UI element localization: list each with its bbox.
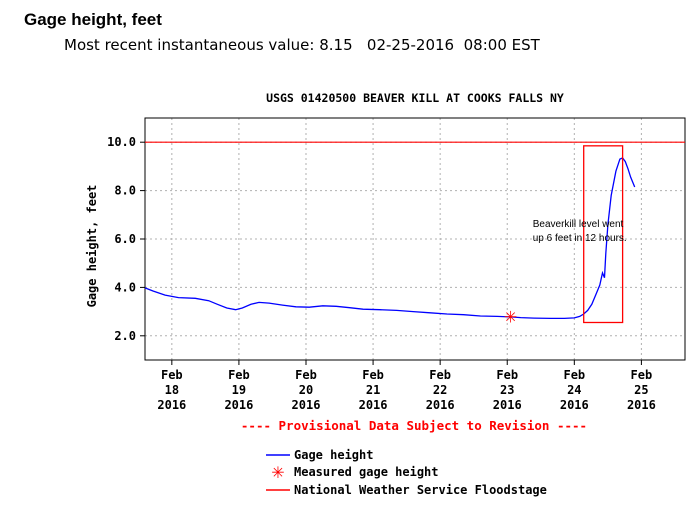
highlight-box (583, 145, 624, 324)
x-tick-label: 18 (165, 383, 179, 397)
x-tick-label: 2016 (560, 398, 589, 412)
y-tick-label: 8.0 (114, 184, 136, 198)
x-tick-label: 2016 (426, 398, 455, 412)
x-tick-label: Feb (362, 368, 384, 382)
x-tick-label: 24 (567, 383, 581, 397)
chart-title: USGS 01420500 BEAVER KILL AT COOKS FALLS… (266, 91, 564, 105)
y-tick-label: 10.0 (107, 135, 136, 149)
recent-value-text: Most recent instantaneous value: 8.15 02… (64, 36, 540, 54)
x-tick-label: 20 (299, 383, 313, 397)
x-tick-label: Feb (429, 368, 451, 382)
y-tick-label: 2.0 (114, 329, 136, 343)
x-tick-label: Feb (563, 368, 585, 382)
x-tick-label: 2016 (224, 398, 253, 412)
x-tick-label: Feb (161, 368, 183, 382)
x-tick-label: 19 (232, 383, 246, 397)
x-tick-label: 2016 (292, 398, 321, 412)
x-tick-label: Feb (631, 368, 653, 382)
x-tick-label: 2016 (493, 398, 522, 412)
y-tick-label: 4.0 (114, 280, 136, 294)
x-tick-label: Feb (228, 368, 250, 382)
x-tick-label: 2016 (157, 398, 186, 412)
x-tick-label: 2016 (359, 398, 388, 412)
x-tick-label: 2016 (627, 398, 656, 412)
legend-label-measured: Measured gage height (294, 465, 439, 479)
x-tick-label: Feb (295, 368, 317, 382)
annotation-text: up 6 feet in 12 hours. (533, 233, 627, 244)
provisional-notice: ---- Provisional Data Subject to Revisio… (241, 418, 587, 433)
x-tick-label: 23 (500, 383, 514, 397)
x-tick-label: 22 (433, 383, 447, 397)
measured-gage-height-marker: ✳ (504, 307, 517, 326)
y-axis-label: Gage height, feet (85, 185, 99, 308)
page-title: Gage height, feet (24, 10, 162, 29)
x-tick-label: Feb (496, 368, 518, 382)
legend: Gage height ✳ Measured gage height Natio… (266, 448, 547, 497)
gage-height-line (144, 157, 636, 320)
x-tick-label: 25 (634, 383, 648, 397)
y-tick-label: 6.0 (114, 232, 136, 246)
annotation-text: Beaverkill level went (533, 219, 624, 230)
legend-label-floodstage: National Weather Service Floodstage (294, 483, 547, 497)
legend-swatch-measured: ✳ (271, 463, 284, 482)
x-tick-label: 21 (366, 383, 380, 397)
legend-label-gage-height: Gage height (294, 448, 373, 462)
